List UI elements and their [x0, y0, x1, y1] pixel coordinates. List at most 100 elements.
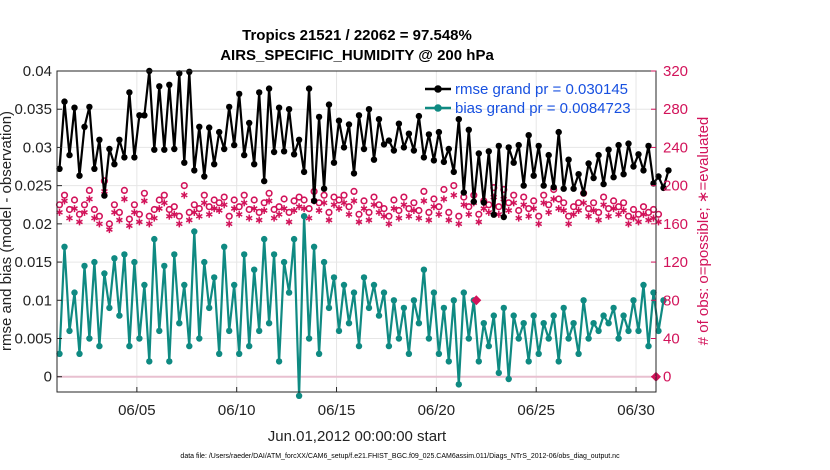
obs-possible-103 — [569, 203, 578, 211]
obs-possible-109 — [599, 193, 608, 201]
obs-evaluated-42 — [265, 197, 273, 205]
bias-point-84 — [475, 358, 482, 365]
obs-evaluated-39 — [250, 205, 258, 213]
obs-evaluated-61 — [360, 205, 368, 213]
bias-point-90 — [505, 375, 512, 383]
obs-evaluated-54 — [325, 216, 333, 224]
y-right-tick-label-8: 320 — [663, 63, 688, 80]
obs-evaluated-33 — [220, 201, 228, 209]
obs-marker-0 — [471, 295, 482, 306]
bias-point-57 — [340, 281, 348, 289]
bias-point-32 — [216, 350, 223, 357]
bias-point-56 — [335, 327, 343, 335]
obs-evaluated-34 — [225, 220, 233, 228]
obs-evaluated-69 — [400, 201, 408, 209]
obs-evaluated-86 — [485, 208, 493, 216]
obs-evaluated-60 — [355, 218, 363, 226]
obs-evaluated-71 — [410, 207, 418, 214]
bias-point-85 — [480, 320, 487, 327]
y-right-tick-label-5: 200 — [663, 178, 688, 195]
rmse-point-90 — [505, 144, 512, 151]
data-marks — [55, 67, 672, 399]
obs-evaluated-82 — [465, 210, 473, 218]
obs-possible-101 — [560, 199, 568, 207]
obs-possible-53 — [320, 191, 328, 199]
rmse-point-29 — [201, 173, 208, 180]
obs-evaluated-35 — [230, 205, 238, 213]
obs-evaluated-6 — [86, 195, 93, 203]
obs-possible-94 — [525, 205, 533, 213]
obs-possible-60 — [355, 210, 363, 218]
rmse-point-97 — [540, 182, 547, 189]
rmse-point-112 — [615, 141, 622, 149]
y-left-tick-label-2: 0.01 — [23, 292, 52, 309]
rmse-point-108 — [595, 151, 602, 159]
rmse-point-51 — [310, 197, 318, 205]
rmse-point-73 — [420, 154, 428, 161]
obs-possible-33 — [220, 193, 228, 201]
obs-possible-55 — [330, 193, 338, 201]
obs-evaluated-114 — [625, 220, 632, 228]
obs-possible-47 — [290, 197, 298, 205]
obs-possible-13 — [120, 186, 128, 194]
obs-evaluated-68 — [395, 214, 403, 222]
obs-possible-25 — [180, 182, 188, 190]
bias-point-58 — [345, 320, 353, 327]
bias-point-63 — [370, 281, 378, 289]
bias-point-96 — [535, 350, 542, 357]
bias-point-27 — [191, 228, 198, 235]
rmse-point-74 — [425, 131, 433, 138]
legend: rmse grand pr = 0.030145 bias grand pr =… — [425, 81, 631, 117]
obs-possible-116 — [634, 210, 643, 218]
obs-possible-72 — [415, 206, 423, 215]
obs-possible-67 — [390, 196, 398, 204]
bias-point-10 — [106, 304, 113, 312]
bias-point-70 — [405, 350, 413, 357]
obs-evaluated-100 — [555, 205, 563, 213]
y-left-tick-label-8: 0.04 — [23, 63, 52, 80]
obs-possible-50 — [305, 205, 313, 213]
obs-possible-107 — [589, 199, 598, 207]
obs-evaluated-45 — [280, 205, 288, 213]
obs-possible-21 — [160, 191, 168, 199]
obs-evaluated-10 — [106, 226, 113, 234]
rmse-point-48 — [295, 136, 303, 143]
bias-point-13 — [121, 251, 128, 258]
obs-evaluated-57 — [340, 199, 348, 207]
rmse-point-32 — [216, 128, 223, 136]
obs-evaluated-22 — [165, 212, 173, 220]
bias-point-120 — [655, 327, 662, 335]
obs-evaluated-7 — [91, 214, 98, 222]
rmse-point-117 — [640, 167, 647, 174]
plot-frame — [56, 70, 657, 393]
obs-evaluated-97 — [540, 199, 548, 207]
rmse-point-68 — [395, 120, 403, 127]
obs-possible-57 — [340, 191, 348, 199]
bias-point-67 — [390, 297, 398, 304]
obs-possible-15 — [130, 201, 138, 209]
rmse-point-28 — [196, 123, 203, 130]
bias-point-41 — [261, 235, 268, 243]
obs-possible-12 — [115, 208, 123, 216]
bias-point-12 — [116, 312, 123, 319]
bias-point-89 — [500, 304, 507, 312]
bias-point-79 — [450, 297, 457, 304]
rmse-point-47 — [290, 151, 298, 158]
bias-point-18 — [146, 358, 153, 365]
bias-point-106 — [585, 335, 592, 342]
rmse-point-65 — [380, 141, 388, 148]
bias-point-7 — [91, 258, 98, 266]
obs-evaluated-28 — [195, 212, 203, 220]
bias-point-80 — [455, 381, 462, 388]
bias-point-95 — [530, 312, 537, 319]
rmse-point-16 — [136, 112, 143, 119]
obs-evaluated-16 — [135, 218, 143, 226]
rmse-point-27 — [191, 167, 198, 174]
rmse-point-96 — [535, 142, 542, 150]
obs-evaluated-79 — [450, 191, 458, 199]
bias-point-14 — [126, 342, 133, 350]
rmse-point-57 — [340, 144, 348, 151]
obs-possible-78 — [445, 208, 453, 216]
rmse-point-0 — [56, 165, 63, 172]
obs-possible-34 — [225, 212, 233, 220]
